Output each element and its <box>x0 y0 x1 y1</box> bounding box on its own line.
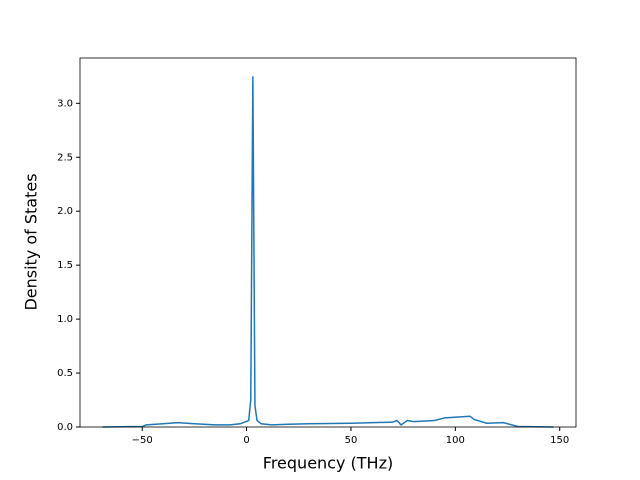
x-tick-label: 50 <box>345 435 358 446</box>
y-tick-label: 0.5 <box>57 368 73 379</box>
y-tick-label: 2.0 <box>57 206 73 217</box>
y-tick-label: 1.5 <box>57 260 73 271</box>
x-tick-label: 100 <box>446 435 465 446</box>
x-tick-label: 150 <box>550 435 569 446</box>
x-axis-label: Frequency (THz) <box>263 454 393 473</box>
x-tick-label: −50 <box>132 435 153 446</box>
y-axis-label: Density of States <box>22 173 41 310</box>
x-tick-label: 0 <box>243 435 249 446</box>
plot-frame <box>79 57 577 428</box>
line-series <box>102 76 554 428</box>
y-tick-label: 2.5 <box>57 152 73 163</box>
y-tick-label: 3.0 <box>57 98 73 109</box>
y-tick-label: 0.0 <box>57 422 73 433</box>
y-tick-label: 1.0 <box>57 314 73 325</box>
